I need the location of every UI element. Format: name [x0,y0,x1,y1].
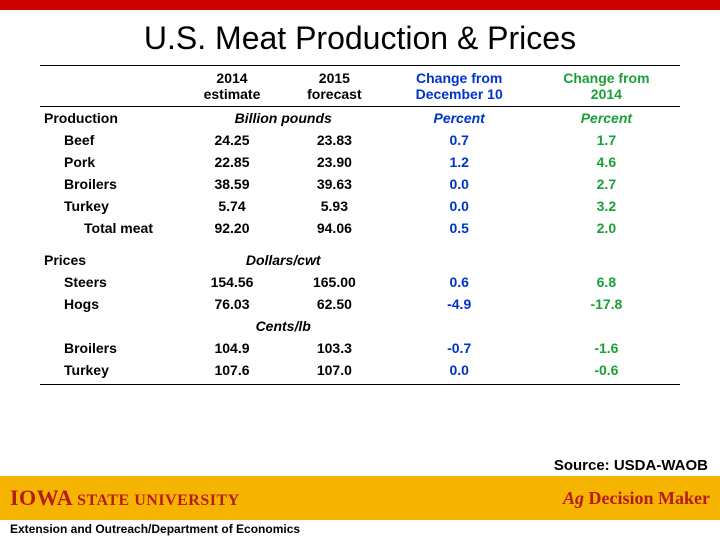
agdm-dm: Decision Maker [584,488,710,508]
ag-decision-maker-logo: Ag Decision Maker [563,488,710,509]
row-pork: Pork 22.85 23.90 1.2 4.6 [40,151,680,173]
row-total: Total meat 92.20 94.06 0.5 2.0 [40,217,680,239]
col4-h1: Change from [416,70,502,86]
col2-h1: 2014 [216,70,247,86]
row-prices-header: Prices Dollars/cwt [40,249,680,271]
unit-billion-pounds: Billion pounds [181,107,386,130]
prices-label: Prices [40,249,181,271]
logo-state: STATE UNIVERSITY [77,492,240,510]
top-red-bar [0,0,720,10]
footer: Source: USDA-WAOB IOWA STATE UNIVERSITY … [0,455,720,540]
col5-h2: 2014 [591,86,622,102]
row-turkey: Turkey 5.74 5.93 0.0 3.2 [40,195,680,217]
col3-h1: 2015 [319,70,350,86]
row-beef: Beef 24.25 23.83 0.7 1.7 [40,129,680,151]
col3-h2: forecast [307,86,361,102]
col2-h2: estimate [204,86,261,102]
unit-cents-lb: Cents/lb [181,315,386,337]
row-turkey2: Turkey 107.6 107.0 0.0 -0.6 [40,359,680,385]
row-steers: Steers 154.56 165.00 0.6 6.8 [40,271,680,293]
unit-dollars-cwt: Dollars/cwt [181,249,386,271]
row-production-header: Production Billion pounds Percent Percen… [40,107,680,130]
percent-label-blue: Percent [386,107,533,130]
extension-line: Extension and Outreach/Department of Eco… [0,520,720,540]
col4-h2: December 10 [416,86,503,102]
table-container: 2014 estimate 2015 forecast Change from … [0,65,720,385]
source-label: Source: USDA-WAOB [0,455,720,476]
percent-label-green: Percent [533,107,680,130]
row-broilers: Broilers 38.59 39.63 0.0 2.7 [40,173,680,195]
isu-logo: IOWA STATE UNIVERSITY [10,485,240,511]
col5-h1: Change from [563,70,649,86]
row-cents-lb: Cents/lb [40,315,680,337]
agdm-ag: Ag [563,488,584,508]
page-title: U.S. Meat Production & Prices [0,10,720,65]
production-label: Production [40,107,181,130]
row-hogs: Hogs 76.03 62.50 -4.9 -17.8 [40,293,680,315]
row-broilers2: Broilers 104.9 103.3 -0.7 -1.6 [40,337,680,359]
table-header-row: 2014 estimate 2015 forecast Change from … [40,66,680,107]
row-spacer [40,239,680,249]
gold-bar: IOWA STATE UNIVERSITY Ag Decision Maker [0,476,720,520]
logo-iowa: IOWA [10,485,73,511]
meat-table: 2014 estimate 2015 forecast Change from … [40,65,680,385]
